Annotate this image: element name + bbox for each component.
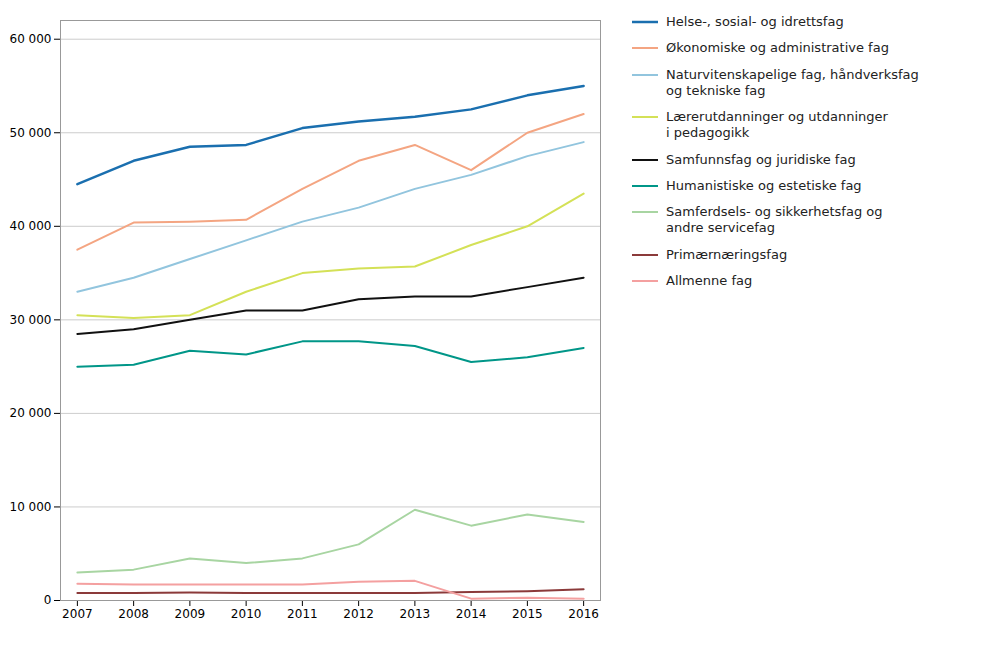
svg-text:50 000: 50 000 [10,126,52,140]
svg-text:2014: 2014 [456,607,487,621]
svg-text:30 000: 30 000 [10,313,52,327]
html-text:Helse-, sosial- og idrettsfag: Helse-, sosial- og idrettsfag [666,14,844,29]
html-text:Lærerutdanninger og utdanninge: Lærerutdanninger og utdanninger i pedago… [666,109,888,141]
svg-text:2013: 2013 [400,607,431,621]
html-text:Humanistiske og estetiske fag: Humanistiske og estetiske fag [666,177,862,193]
svg-text:2010: 2010 [231,607,262,621]
svg-text:40 000: 40 000 [10,219,52,233]
html-text:Samfunnsfag og juridiske fag: Samfunnsfag og juridiske fag [666,151,856,167]
svg-text:2016: 2016 [568,607,599,621]
svg-text:20 000: 20 000 [10,406,52,420]
svg-text:2011: 2011 [287,607,318,621]
svg-text:60 000: 60 000 [10,32,52,46]
svg-text:2007: 2007 [62,607,93,621]
svg-text:2009: 2009 [175,607,206,621]
svg-text:2008: 2008 [118,607,149,621]
html-text:Naturvitenskapelige fag, håndv: Naturvitenskapelige fag, håndverksfag og… [666,66,919,98]
svg-text:2012: 2012 [343,607,374,621]
html-text:Primærnæringsfag: Primærnæringsfag [666,246,788,262]
svg-text:2015: 2015 [512,607,543,621]
svg-text:10 000: 10 000 [10,500,52,514]
html-text:Økonomiske og administrative f: Økonomiske og administrative fag [666,40,889,56]
html-text:Allmenne fag: Allmenne fag [666,272,753,288]
html-text:Samferdsels- og sikkerhetsfag: Samferdsels- og sikkerhetsfag og andre s… [666,204,883,236]
svg-text:0: 0 [44,593,52,607]
